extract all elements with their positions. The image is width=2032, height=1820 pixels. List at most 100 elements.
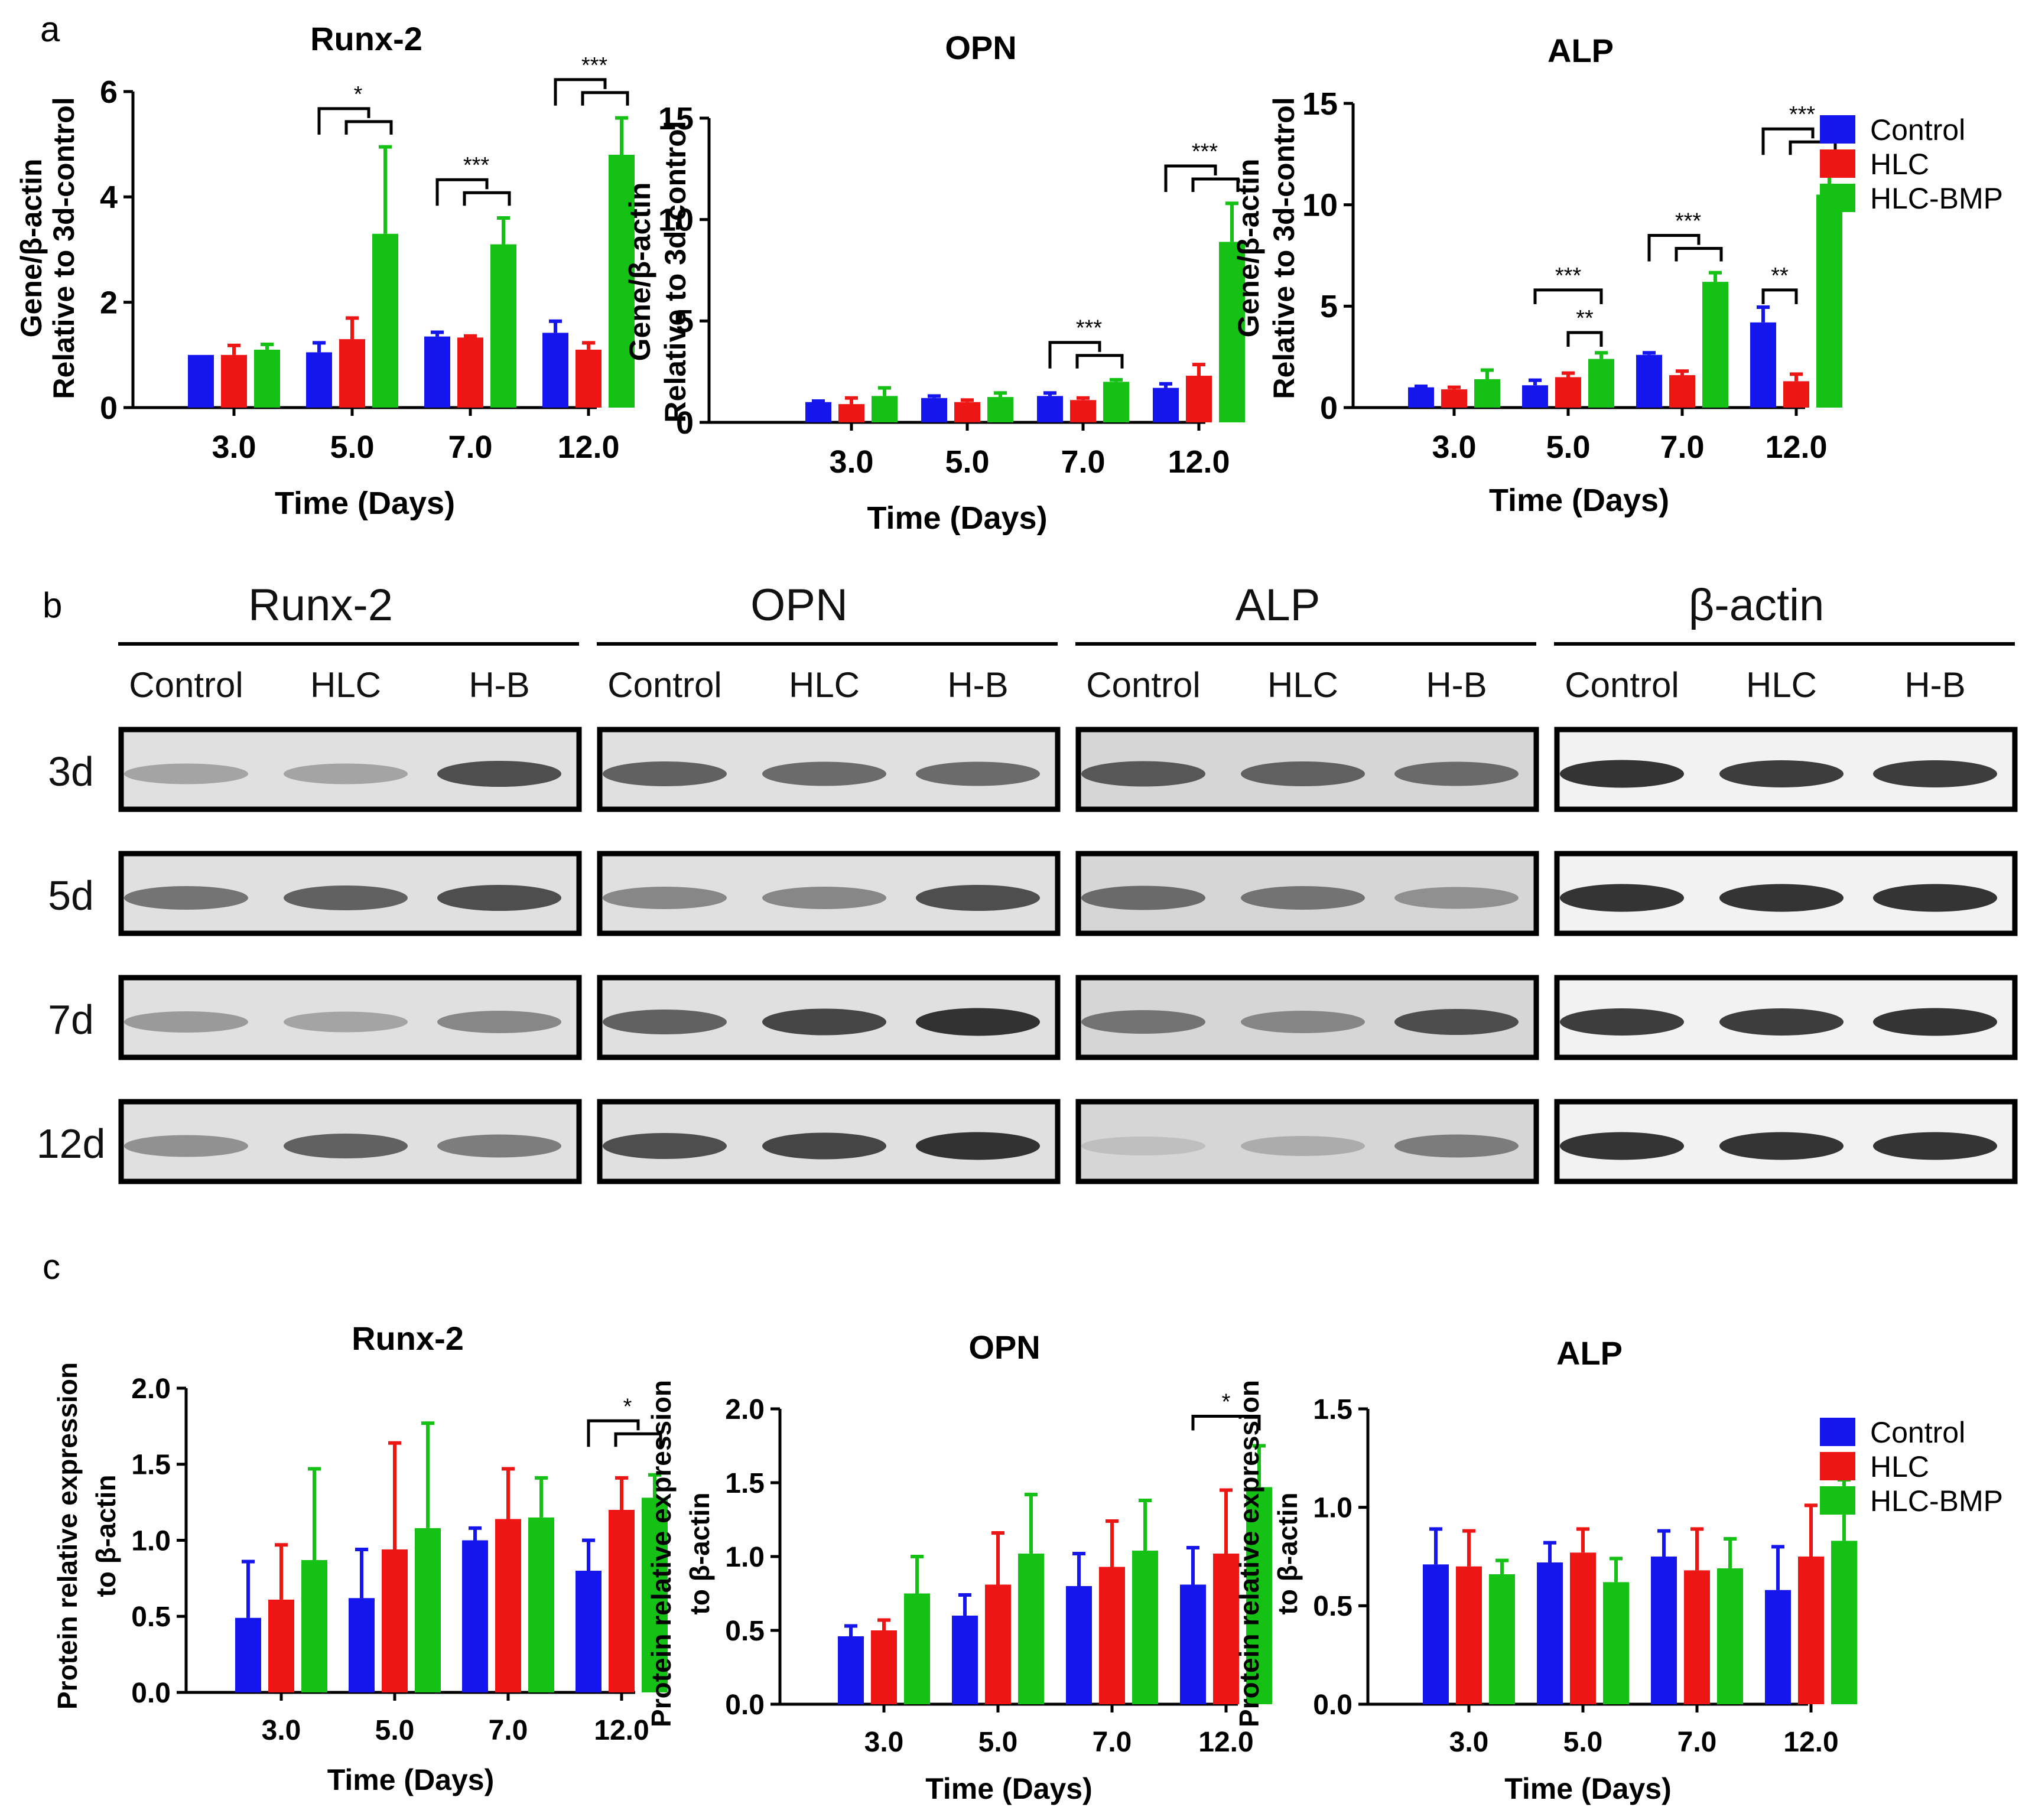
x-tick-label: 7.0 [1061,444,1105,480]
legend-swatch [1820,1418,1855,1446]
bar-control-7.0 [1037,396,1063,422]
blot-band [916,1008,1040,1036]
bar-hlc-3.0 [871,1630,897,1704]
blot-band [603,761,727,786]
blot-lane-label: Control [607,665,721,705]
y-axis-label-line1: Protein relative expression [52,1362,83,1710]
blot-lane-label: Control [1565,665,1679,705]
bar-hlc-bmp-12.0 [1831,1541,1857,1704]
y-tick-label: 15 [1302,86,1338,122]
significance-label: * [623,1394,632,1419]
y-axis-label-line1: Protein relative expression [1234,1380,1264,1727]
bar-hlc-12.0 [609,1510,635,1692]
significance-bracket: *** [435,153,511,206]
bar-hlc-7.0 [1070,400,1096,422]
significance-label: *** [581,53,608,78]
significance-bracket: * [1191,1390,1261,1431]
blot-band [1081,1010,1205,1034]
blot-lane-label: HLC [310,665,381,705]
x-axis-label: Time (Days) [867,500,1047,536]
x-tick-label: 12.0 [1783,1727,1838,1758]
bar-control-12.0 [1750,322,1776,408]
blot-band [1560,1132,1684,1160]
blot-lane-label: H-B [947,665,1008,705]
bar-hlc-3.0 [838,404,864,422]
significance-label: *** [1555,263,1582,288]
blot-band [916,885,1040,911]
significance-bracket: ** [1566,306,1603,347]
blot-column-title: ALP [1236,580,1321,630]
bar-hlc-3.0 [268,1599,294,1692]
y-tick-label: 4 [100,180,118,215]
y-tick-label: 0 [676,405,694,441]
blot-row-label: 7d [48,997,94,1043]
bar-hlc-12.0 [1798,1557,1824,1704]
y-tick-label: 5 [1320,289,1338,324]
y-tick-label: 0 [1320,390,1338,426]
y-tick-label: 0.0 [1313,1689,1353,1721]
x-tick-label: 12.0 [1168,444,1230,480]
chart-c-opn: OPN 0.0 0.5 1.0 1.5 2.0 3.0 5.0 7.0 12.0 Time (Day… [646,1329,1272,1805]
x-tick-label: 7.0 [1660,429,1704,465]
blot-band [1873,760,1997,787]
x-tick-label: 7.0 [489,1715,528,1746]
y-tick-label: 6 [100,74,118,110]
blot-band [1241,1011,1365,1033]
legend-label: Control [1870,113,1965,146]
panel-letter-b: b [43,585,62,625]
chart-title: ALP [1556,1334,1623,1372]
blot-column-title: β-actin [1689,580,1825,630]
significance-bracket: *** [554,53,629,106]
y-tick-label: 0.5 [131,1601,171,1633]
bar-control-7.0 [424,336,450,408]
bar-hlc-bmp-7.0 [1702,282,1728,408]
y-axis-label-line1: Gene/β-actin [15,159,48,338]
x-tick-label: 5.0 [375,1715,415,1746]
y-tick-label: 2.0 [725,1394,765,1425]
bar-hlc-3.0 [221,354,247,408]
blot-band [1873,1008,1997,1036]
bar-hlc-5.0 [985,1584,1011,1704]
bar-hlc-bmp-3.0 [301,1559,327,1692]
bar-control-3.0 [188,354,214,408]
bar-hlc-bmp-12.0 [642,1497,668,1692]
y-tick-label: 1.0 [131,1525,171,1557]
legend-label: HLC [1870,1450,1929,1483]
bar-hlc-7.0 [495,1519,521,1692]
legend-label: Control [1870,1416,1965,1449]
blot-lane-label: H-B [1426,665,1487,705]
y-tick-label: 0.0 [725,1689,765,1721]
y-tick-label: 0.5 [725,1616,765,1647]
bar-hlc-5.0 [954,402,980,422]
bar-hlc-bmp-5.0 [415,1528,441,1692]
x-axis-label: Time (Days) [925,1772,1093,1805]
x-tick-label: 5.0 [1563,1727,1603,1758]
chart-a-alp: ALP 0 5 10 15 3.0 5.0 7.0 12.0 Time (Days) Gene/β-… [1232,32,1842,518]
blot-band [1719,1008,1844,1036]
bar-hlc-5.0 [1570,1552,1596,1704]
x-tick-label: 3.0 [1449,1727,1489,1758]
y-tick-label: 2.0 [131,1373,171,1405]
charts-layer: Runx-2 0 2 4 6 3.0 5.0 7.0 12.0 Time (Days) Gene/β… [15,20,2003,1805]
y-axis-label-line2: Relative to 3d-control [1267,97,1301,399]
bar-control-7.0 [462,1540,488,1692]
blot-lane-label: HLC [1746,665,1817,705]
blot-band [916,761,1040,786]
bar-hlc-3.0 [1441,389,1467,408]
bar-hlc-bmp-12.0 [1246,1487,1272,1704]
significance-bracket: *** [1533,263,1603,304]
bar-hlc-12.0 [1186,376,1212,422]
x-tick-label: 5.0 [1546,429,1590,465]
blot-lane-label: H-B [469,665,529,705]
bar-hlc-bmp-12.0 [609,155,635,408]
significance-label: *** [463,153,490,178]
blot-band [124,1135,248,1157]
bar-control-3.0 [1408,387,1434,408]
bar-hlc-bmp-7.0 [1103,382,1129,422]
blot-band [762,1132,886,1160]
bar-control-3.0 [235,1617,261,1692]
chart-title: Runx-2 [310,20,422,57]
